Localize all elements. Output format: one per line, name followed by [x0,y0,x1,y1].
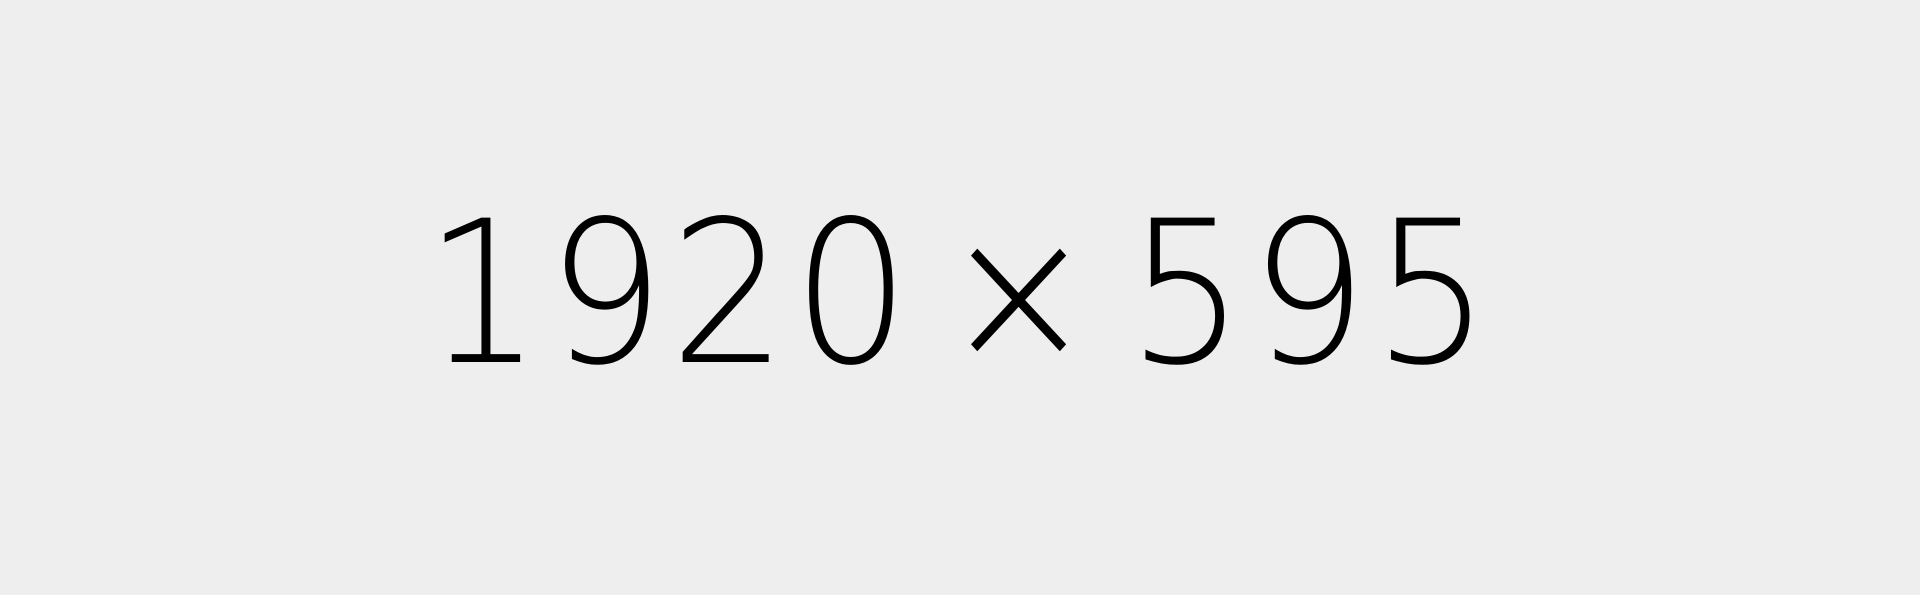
dimensions-label: 1920 × 595 [67,194,1853,394]
height-value: 595 [1127,178,1496,409]
times-icon: × [941,178,1102,409]
width-value: 1920 [424,178,916,409]
